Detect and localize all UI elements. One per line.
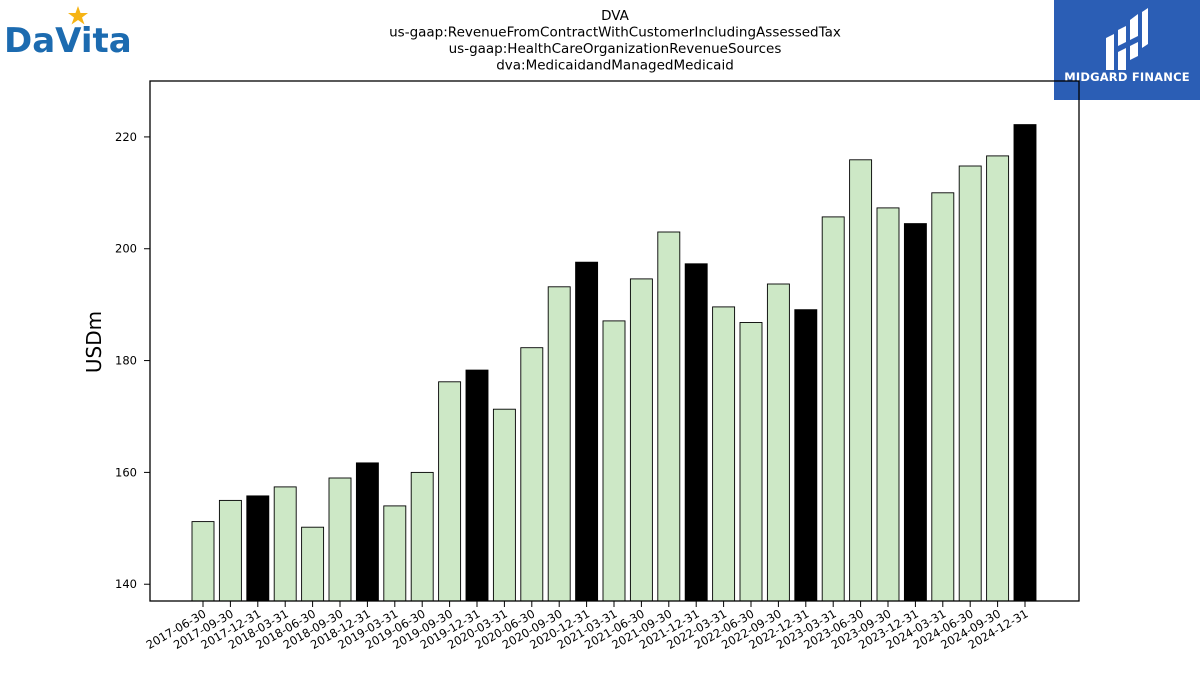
bar-2021-12-31 — [684, 263, 708, 602]
bar-2022-12-31 — [794, 309, 818, 602]
bar-2024-06-30 — [958, 165, 982, 602]
davita-logo-text: DaVita — [4, 21, 132, 60]
bar-2018-09-30 — [328, 477, 352, 602]
bar-2018-03-31 — [273, 486, 297, 602]
bar-2019-12-31 — [465, 369, 489, 602]
bar-2021-09-30 — [657, 231, 681, 602]
midgard-finance-logo: MIDGARD FINANCE — [1054, 0, 1200, 100]
bar-2024-03-31 — [931, 192, 955, 602]
bar-2019-09-30 — [438, 381, 462, 602]
bar-2020-09-30 — [547, 286, 571, 602]
bar-2024-09-30 — [986, 155, 1010, 602]
star-icon — [68, 6, 88, 25]
y-tick-label: 160 — [115, 465, 137, 479]
bar-2018-06-30 — [301, 526, 325, 602]
bar-2023-03-31 — [821, 216, 845, 602]
bar-2023-06-30 — [849, 159, 873, 602]
bar-2023-12-31 — [903, 223, 927, 602]
bar-2020-06-30 — [520, 347, 544, 602]
chart-title-line: us-gaap:HealthCareOrganizationRevenueSou… — [449, 41, 782, 57]
y-axis-label: USDm — [82, 311, 106, 373]
chart-title-line: DVA — [601, 8, 630, 24]
chart-title-line: us-gaap:RevenueFromContractWithCustomerI… — [389, 25, 841, 41]
bar-2024-12-31 — [1013, 124, 1037, 602]
midgard-emblem-icon — [1106, 8, 1148, 70]
bar-2017-09-30 — [218, 499, 242, 602]
y-axis: 140 160 180 200 220 — [115, 130, 150, 591]
bar-2020-03-31 — [492, 408, 516, 602]
y-tick-label: 200 — [115, 242, 137, 256]
chart-title: DVAus-gaap:RevenueFromContractWithCustom… — [389, 8, 841, 74]
y-tick-label: 140 — [115, 577, 137, 591]
bar-2021-06-30 — [629, 278, 653, 602]
chart-title-line: dva:MedicaidandManagedMedicaid — [496, 58, 734, 74]
bar-2019-06-30 — [410, 471, 434, 602]
bar-2022-03-31 — [712, 306, 736, 602]
bar-2017-12-31 — [246, 495, 270, 602]
bar-2020-12-31 — [575, 261, 599, 602]
x-axis: 2017-06-302017-09-302017-12-312018-03-31… — [144, 601, 1031, 652]
bars-group — [191, 124, 1037, 602]
bar-2018-12-31 — [355, 462, 379, 602]
y-tick-label: 220 — [115, 130, 137, 144]
bar-2019-03-31 — [383, 505, 407, 602]
midgard-finance-text: MIDGARD FINANCE — [1064, 70, 1190, 84]
bar-2021-03-31 — [602, 320, 626, 602]
y-tick-label: 180 — [115, 354, 137, 368]
bar-2022-09-30 — [766, 283, 790, 602]
bar-2017-06-30 — [191, 521, 215, 602]
bar-2023-09-30 — [876, 207, 900, 602]
bar-2022-06-30 — [739, 322, 763, 602]
davita-logo: DaVita — [4, 4, 144, 61]
